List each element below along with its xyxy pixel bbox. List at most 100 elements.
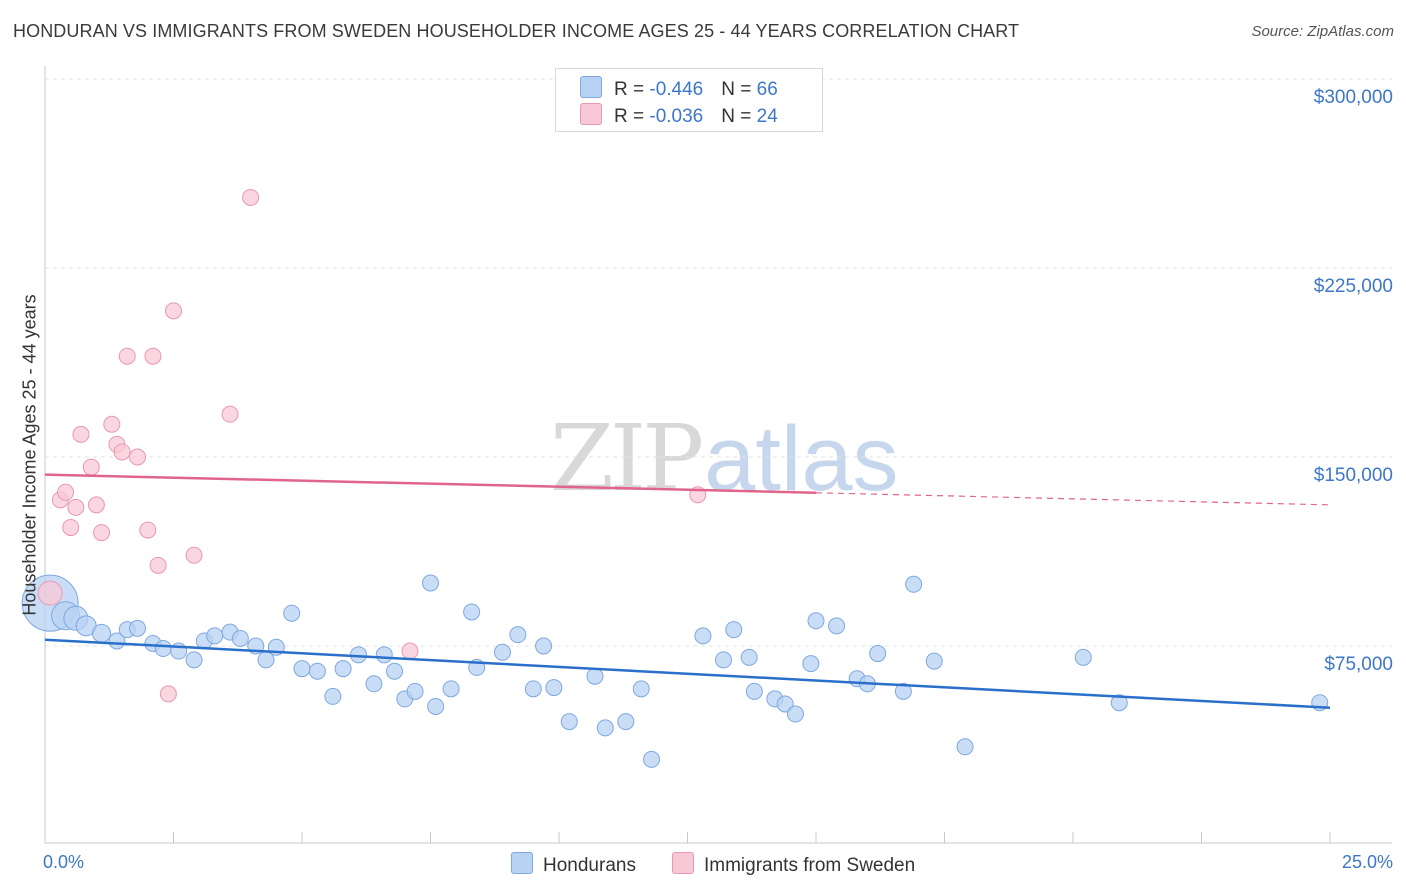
honduran-point	[493, 643, 511, 661]
honduran-point	[524, 680, 542, 698]
honduran-point	[956, 738, 974, 756]
sweden-point	[144, 347, 162, 365]
honduran-point	[463, 603, 481, 621]
n-label: N =	[721, 106, 757, 127]
sweden-point	[129, 448, 147, 466]
sweden-point	[62, 519, 80, 537]
y-tick-label: $300,000	[1313, 87, 1393, 108]
honduran-point	[206, 627, 224, 645]
r-value: -0.446	[649, 79, 704, 100]
sweden-point	[103, 415, 121, 433]
sweden-point	[165, 302, 182, 320]
n-value: 24	[756, 106, 778, 127]
n-label: N =	[721, 79, 757, 100]
honduran-point	[535, 637, 553, 655]
honduran-point	[406, 682, 424, 700]
legend-swatch-blue	[580, 76, 602, 98]
honduran-point	[725, 621, 743, 639]
honduran-point	[828, 617, 846, 635]
honduran-point	[283, 604, 301, 622]
honduran-trend-line	[44, 638, 1331, 709]
honduran-point	[586, 667, 604, 685]
r-label: R =	[614, 79, 650, 100]
honduran-point	[596, 719, 614, 737]
honduran-point	[643, 750, 661, 768]
honduran-point	[545, 679, 563, 697]
honduran-point	[293, 660, 311, 678]
y-tick-label: $225,000	[1313, 276, 1393, 297]
honduran-point	[308, 662, 326, 680]
sweden-point	[72, 425, 90, 443]
honduran-point	[786, 705, 804, 723]
legend-label: Hondurans	[543, 855, 636, 876]
honduran-point	[185, 651, 203, 669]
sweden-point	[118, 347, 136, 365]
y-tick-label: $150,000	[1313, 465, 1393, 486]
sweden-point	[159, 685, 177, 703]
sweden-point	[113, 443, 131, 461]
bottom-legend-sweden: Immigrants from Sweden	[672, 852, 915, 877]
r-value: -0.036	[649, 106, 704, 127]
honduran-point	[427, 697, 445, 715]
watermark-zip: ZIP	[550, 405, 704, 512]
chart-title: HONDURAN VS IMMIGRANTS FROM SWEDEN HOUSE…	[13, 21, 1020, 41]
honduran-point	[745, 682, 763, 700]
honduran-point	[1110, 694, 1128, 712]
correlation-legend: R = -0.446 N = 66 R = -0.036 N = 24	[555, 68, 823, 132]
y-tick-label: $75,000	[1324, 654, 1393, 675]
honduran-point	[129, 619, 147, 637]
legend-row-sweden: R = -0.036 N = 24	[580, 103, 778, 127]
x-tick-label-min: 0.0%	[43, 852, 85, 872]
sweden-point	[242, 188, 260, 206]
legend-label: Immigrants from Sweden	[704, 855, 916, 876]
honduran-point	[776, 695, 794, 713]
sweden-point	[401, 642, 419, 660]
honduran-point	[334, 660, 352, 678]
bottom-legend-hondurans: Hondurans	[511, 852, 636, 877]
honduran-point	[442, 680, 460, 698]
r-label: R =	[614, 106, 650, 127]
sweden-trend-line	[44, 473, 817, 495]
honduran-point	[92, 623, 112, 643]
honduran-point	[365, 675, 383, 693]
honduran-point	[154, 640, 172, 658]
legend-swatch-pink	[672, 852, 694, 874]
sweden-point	[57, 483, 75, 501]
honduran-point	[386, 662, 404, 680]
honduran-point	[807, 612, 825, 630]
honduran-point	[617, 713, 635, 731]
watermark: ZIPatlas	[550, 405, 899, 512]
honduran-point	[375, 646, 393, 664]
sweden-point	[67, 498, 85, 516]
sweden-point	[221, 405, 239, 423]
honduran-point	[422, 574, 439, 592]
sweden-point	[139, 521, 157, 539]
legend-swatch-pink	[580, 103, 602, 125]
honduran-point	[714, 651, 732, 669]
legend-swatch-blue	[511, 852, 533, 874]
honduran-point	[231, 629, 249, 647]
legend-row-hondurans: R = -0.446 N = 66	[580, 76, 778, 100]
source-label: Source: ZipAtlas.com	[1251, 23, 1394, 40]
n-value: 66	[756, 79, 778, 100]
sweden-point	[82, 458, 100, 476]
honduran-point	[802, 655, 820, 673]
sweden-trend-line-extension	[815, 492, 1331, 506]
honduran-point	[324, 687, 342, 705]
y-axis-label: Householder Income Ages 25 - 44 years	[19, 294, 40, 616]
sweden-point	[185, 546, 203, 564]
sweden-point	[37, 580, 63, 606]
honduran-point	[632, 680, 650, 698]
sweden-point	[93, 524, 111, 542]
sweden-point	[87, 496, 105, 514]
honduran-point	[740, 648, 758, 666]
honduran-point	[894, 682, 912, 700]
honduran-point	[560, 713, 578, 731]
honduran-point	[905, 575, 923, 593]
x-tick-label-max: 25.0%	[1341, 852, 1393, 872]
honduran-point	[925, 652, 943, 670]
sweden-point	[149, 556, 167, 574]
honduran-point	[1074, 648, 1092, 666]
honduran-point	[509, 626, 527, 644]
